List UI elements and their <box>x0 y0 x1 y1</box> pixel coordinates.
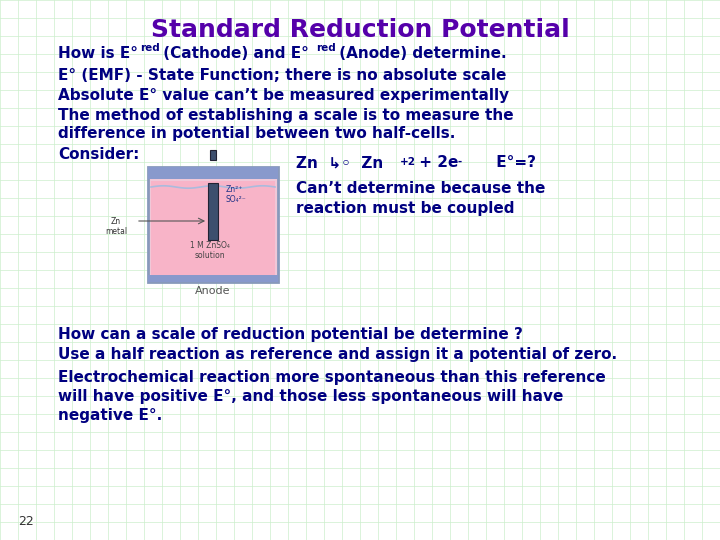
Text: Anode: Anode <box>195 286 230 296</box>
Text: E° (EMF) - State Function; there is no absolute scale: E° (EMF) - State Function; there is no a… <box>58 68 506 83</box>
Text: How is E°: How is E° <box>58 46 138 61</box>
Text: red: red <box>316 43 336 53</box>
Text: reaction must be coupled: reaction must be coupled <box>296 201 515 216</box>
Text: How can a scale of reduction potential be determine ?: How can a scale of reduction potential b… <box>58 327 523 342</box>
Text: (Anode) determine.: (Anode) determine. <box>334 46 507 61</box>
Text: E°=?: E°=? <box>470 155 536 170</box>
Text: (Cathode) and E°: (Cathode) and E° <box>158 46 309 61</box>
Text: will have positive E°, and those less spontaneous will have: will have positive E°, and those less sp… <box>58 389 563 404</box>
Text: Can’t determine because the: Can’t determine because the <box>296 181 545 196</box>
Text: +2: +2 <box>400 157 416 167</box>
Text: Electrochemical reaction more spontaneous than this reference: Electrochemical reaction more spontaneou… <box>58 370 606 385</box>
Text: red: red <box>140 43 160 53</box>
Text: Standard Reduction Potential: Standard Reduction Potential <box>150 18 570 42</box>
Text: + 2e: + 2e <box>414 155 459 170</box>
Text: -: - <box>458 157 462 167</box>
Bar <box>151 181 275 275</box>
Text: Absolute E° value can’t be measured experimentally: Absolute E° value can’t be measured expe… <box>58 88 509 103</box>
Text: 22: 22 <box>18 515 34 528</box>
Text: Consider:: Consider: <box>58 147 140 162</box>
Text: The method of establishing a scale is to measure the: The method of establishing a scale is to… <box>58 108 513 123</box>
Text: 1 M ZnSO₄
solution: 1 M ZnSO₄ solution <box>191 241 230 260</box>
Bar <box>148 275 278 282</box>
Text: Use a half reaction as reference and assign it a potential of zero.: Use a half reaction as reference and ass… <box>58 347 617 362</box>
Text: negative E°.: negative E°. <box>58 408 162 423</box>
Bar <box>210 150 216 160</box>
Text: difference in potential between two half-cells.: difference in potential between two half… <box>58 126 455 141</box>
Bar <box>148 167 278 282</box>
Bar <box>148 167 278 179</box>
Bar <box>208 183 218 240</box>
Text: Zn²⁺
SO₄²⁻: Zn²⁺ SO₄²⁻ <box>226 185 247 205</box>
Text: Zn
metal: Zn metal <box>105 217 127 237</box>
Text: Zn  ↳◦  Zn: Zn ↳◦ Zn <box>296 155 383 170</box>
